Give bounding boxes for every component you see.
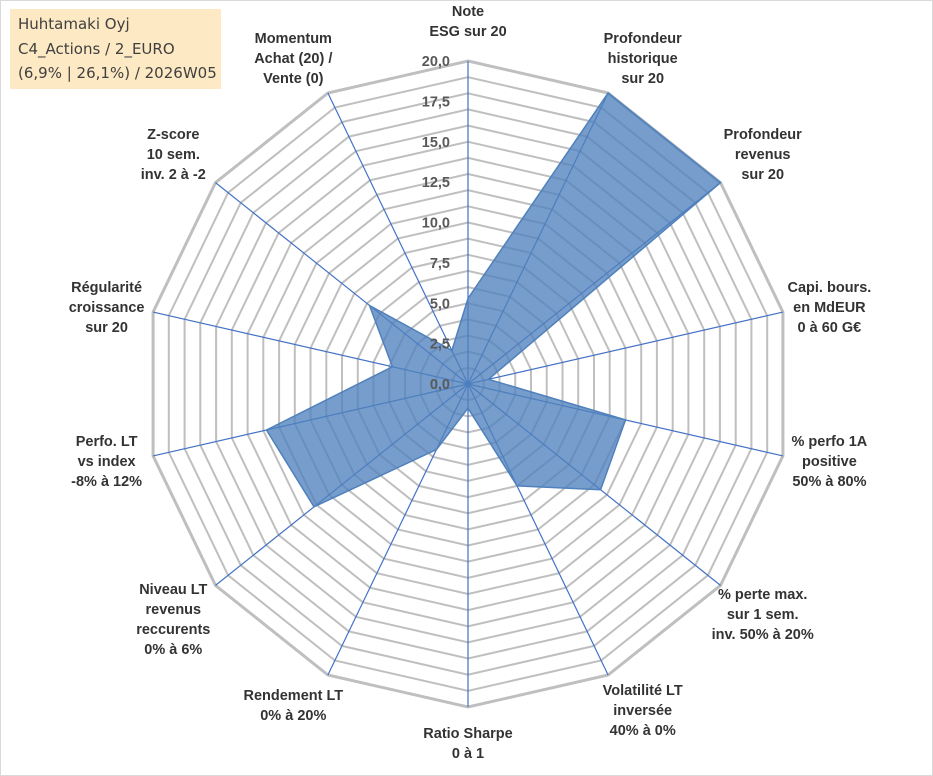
info-category: C4_Actions / 2_EURO: [18, 39, 175, 58]
radial-tick-labels: 0,0 2,5 5,0 7,5 10,0 12,5 15,0 17,5 20,0: [422, 54, 450, 393]
axis-label-line: Achat (20) /: [254, 51, 332, 67]
axis-label-line: Profondeur: [604, 31, 682, 47]
axis-label-line: sur 20: [621, 71, 664, 87]
axis-label: % perte max. sur 1 sem. inv. 50% à 20%: [712, 587, 814, 643]
tick-label: 7,5: [430, 256, 450, 272]
axis-label-line: inversée: [613, 703, 672, 719]
tick-label: 15,0: [422, 135, 450, 151]
tick-label: 5,0: [430, 296, 450, 312]
axis-label-line: 50% à 80%: [792, 474, 866, 490]
axis-label-line: positive: [802, 454, 857, 470]
axis-label-line: Vente (0): [263, 71, 324, 87]
axis-label: Volatilité LT inversée 40% à 0%: [603, 683, 683, 739]
axis-label-line: en MdEUR: [793, 300, 866, 316]
axis-label-line: historique: [608, 51, 678, 67]
axis-label-line: sur 20: [741, 167, 784, 183]
axis-label-line: 0% à 6%: [144, 642, 202, 658]
axis-label-line: revenus: [145, 602, 201, 618]
axis-label-line: ESG sur 20: [429, 24, 506, 40]
axis-label-line: inv. 2 à -2: [141, 167, 206, 183]
radar-series: [265, 91, 722, 508]
tick-label: 10,0: [422, 216, 450, 232]
axis-label: Z-score 10 sem. inv. 2 à -2: [141, 127, 206, 183]
axis-label-line: Capi. bours.: [788, 280, 872, 296]
axis-label-line: Perfo. LT: [76, 434, 138, 450]
axis-label-line: 10 sem.: [147, 147, 200, 163]
axis-label-line: 0% à 20%: [260, 708, 326, 724]
info-stats: (6,9% | 26,1%) / 2026W05: [18, 64, 217, 82]
axis-label-line: Note: [452, 4, 484, 20]
tick-label: 20,0: [422, 54, 450, 70]
axis-label-line: Rendement LT: [243, 688, 343, 704]
tick-label: 12,5: [422, 175, 450, 191]
axis-label-line: Momentum: [255, 31, 332, 47]
axis-label-line: Volatilité LT: [603, 683, 683, 699]
axis-label-line: revenus: [735, 147, 791, 163]
axis-label: Perfo. LT vs index -8% à 12%: [71, 434, 142, 490]
axis-label: Note ESG sur 20: [429, 4, 506, 40]
axis-label-line: croissance: [69, 300, 145, 316]
axis-label-line: % perfo 1A: [792, 434, 868, 450]
axis-label-line: Niveau LT: [139, 582, 207, 598]
axis-label-line: reccurents: [136, 622, 210, 638]
series-area: [265, 91, 722, 508]
axis-label-line: sur 1 sem.: [727, 607, 799, 623]
axis-label-line: -8% à 12%: [71, 474, 142, 490]
tick-label: 0,0: [430, 377, 450, 393]
axis-label-line: % perte max.: [718, 587, 807, 603]
axis-label: Régularité croissance sur 20: [69, 280, 145, 336]
axis-label-line: vs index: [78, 454, 136, 470]
axis-labels: Note ESG sur 20 Profondeur historique sur 20…: [69, 4, 872, 762]
axis-label-line: sur 20: [85, 320, 128, 336]
axis-spoke: [327, 92, 469, 385]
axis-label-line: Régularité: [71, 280, 142, 296]
axis-label: Ratio Sharpe 0 à 1: [423, 726, 512, 762]
axis-spoke: [467, 311, 784, 385]
tick-label: 17,5: [422, 94, 450, 110]
axis-label-line: 0 à 1: [452, 746, 484, 762]
axis-label: Momentum Achat (20) / Vente (0): [254, 31, 332, 87]
axis-label: % perfo 1A positive 50% à 80%: [792, 434, 868, 490]
axis-label: Capi. bours. en MdEUR 0 à 60 G€: [788, 280, 872, 336]
axis-label-line: Z-score: [147, 127, 199, 143]
axis-label: Profondeur historique sur 20: [604, 31, 682, 87]
axis-label-line: inv. 50% à 20%: [712, 627, 814, 643]
axis-label: Niveau LT revenus reccurents 0% à 6%: [136, 582, 210, 658]
tick-label: 2,5: [430, 337, 450, 353]
axis-label-line: Ratio Sharpe: [423, 726, 512, 742]
info-box: Huhtamaki Oyj C4_Actions / 2_EURO (6,9% …: [10, 9, 221, 89]
axis-label: Rendement LT 0% à 20%: [243, 688, 343, 724]
info-title: Huhtamaki Oyj: [18, 15, 130, 33]
axis-label-line: 40% à 0%: [610, 723, 676, 739]
axis-label-line: 0 à 60 G€: [798, 320, 862, 336]
axis-label-line: Profondeur: [724, 127, 802, 143]
axis-label: Profondeur revenus sur 20: [724, 127, 802, 183]
